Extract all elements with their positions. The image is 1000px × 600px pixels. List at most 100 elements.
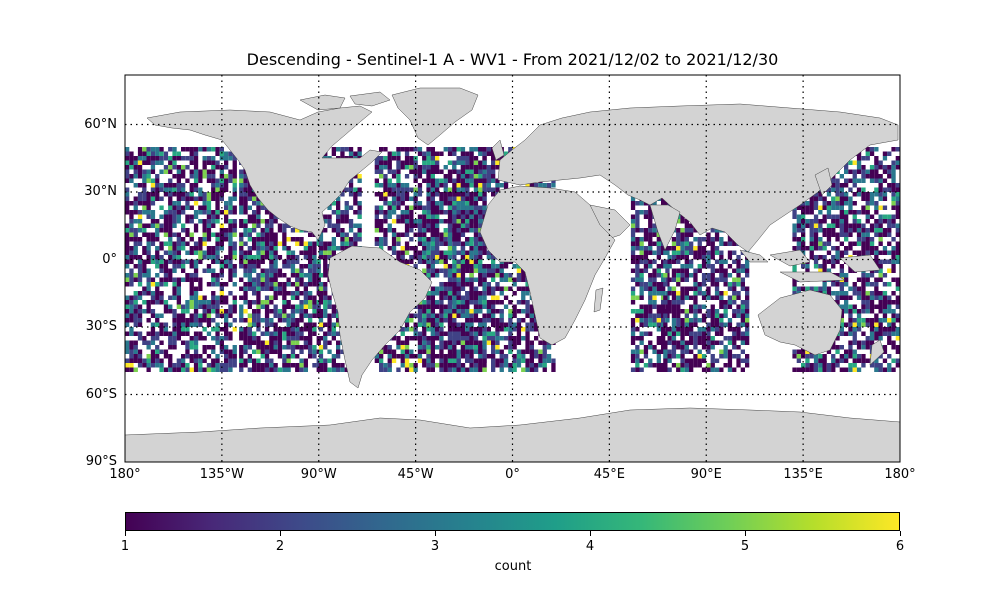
count-cell: [736, 309, 741, 314]
count-cell: [404, 345, 410, 350]
count-cell: [348, 147, 354, 152]
count-cell: [697, 309, 702, 314]
count-cell: [719, 322, 724, 327]
count-cell: [667, 255, 672, 260]
count-cell: [189, 277, 194, 282]
count-cell: [630, 349, 636, 354]
count-cell: [133, 313, 138, 318]
count-cell: [133, 318, 138, 323]
count-cell: [374, 183, 379, 188]
count-cell: [465, 268, 470, 273]
count-cell: [299, 273, 304, 278]
count-cell: [189, 205, 194, 210]
count-cell: [299, 304, 304, 309]
count-cell: [189, 160, 194, 165]
count-cell: [159, 291, 164, 296]
count-cell: [206, 268, 212, 273]
count-cell: [430, 340, 435, 345]
count-cell: [443, 250, 448, 255]
count-cell: [264, 304, 270, 309]
count-cell: [150, 219, 156, 224]
count-cell: [137, 313, 143, 318]
count-cell: [264, 318, 270, 323]
count-cell: [146, 246, 151, 251]
count-cell: [228, 291, 233, 296]
count-cell: [215, 232, 220, 237]
count-cell: [706, 340, 711, 345]
count-cell: [273, 304, 278, 309]
count-cell: [150, 210, 156, 215]
count-cell: [456, 349, 461, 354]
count-cell: [512, 358, 517, 363]
count-cell: [282, 228, 287, 233]
count-cell: [256, 313, 261, 318]
count-cell: [635, 268, 640, 273]
count-cell: [491, 300, 496, 305]
count-cell: [331, 237, 336, 242]
count-cell: [290, 345, 296, 350]
count-cell: [656, 327, 661, 332]
count-cell: [430, 196, 435, 201]
count-cell: [499, 327, 504, 332]
count-cell: [652, 282, 657, 287]
count-cell: [269, 255, 274, 260]
count-cell: [456, 291, 461, 296]
count-cell: [331, 151, 336, 156]
count-cell: [295, 241, 300, 246]
count-cell: [142, 183, 147, 188]
count-cell: [710, 336, 715, 341]
count-cell: [150, 349, 156, 354]
count-cell: [125, 259, 130, 264]
count-cell: [680, 340, 685, 345]
count-cell: [546, 345, 552, 350]
count-cell: [224, 331, 229, 336]
count-cell: [452, 358, 457, 363]
count-cell: [252, 228, 257, 233]
count-cell: [465, 169, 470, 174]
count-cell: [172, 219, 177, 224]
count-cell: [211, 165, 216, 170]
count-cell: [710, 264, 715, 269]
count-cell: [697, 237, 702, 242]
count-cell: [256, 250, 261, 255]
count-cell: [340, 151, 345, 156]
count-cell: [336, 246, 341, 251]
count-cell: [308, 264, 313, 269]
count-cell: [193, 273, 199, 278]
count-cell: [379, 241, 384, 246]
count-cell: [273, 259, 278, 264]
count-cell: [469, 169, 474, 174]
count-cell: [417, 322, 423, 327]
count-cell: [426, 151, 431, 156]
count-cell: [546, 358, 552, 363]
count-cell: [374, 228, 379, 233]
count-cell: [159, 322, 164, 327]
count-cell: [331, 313, 336, 318]
count-cell: [732, 277, 737, 282]
count-cell: [639, 273, 644, 278]
count-cell: [706, 313, 711, 318]
count-cell: [318, 295, 324, 300]
count-cell: [473, 250, 479, 255]
count-cell: [155, 363, 160, 368]
count-cell: [508, 300, 513, 305]
count-cell: [719, 331, 724, 336]
count-cell: [706, 331, 711, 336]
count-cell: [473, 349, 479, 354]
count-cell: [168, 367, 173, 372]
count-cell: [409, 223, 414, 228]
count-cell: [521, 318, 526, 323]
count-cell: [676, 259, 681, 264]
count-cell: [137, 304, 143, 309]
count-cell: [719, 291, 724, 296]
count-cell: [404, 219, 410, 224]
count-cell: [676, 291, 681, 296]
count-cell: [155, 286, 160, 291]
count-cell: [344, 232, 349, 237]
count-cell: [714, 282, 720, 287]
count-cell: [706, 255, 711, 260]
count-cell: [290, 295, 296, 300]
count-cell: [206, 354, 212, 359]
count-cell: [383, 349, 388, 354]
count-cell: [689, 241, 694, 246]
